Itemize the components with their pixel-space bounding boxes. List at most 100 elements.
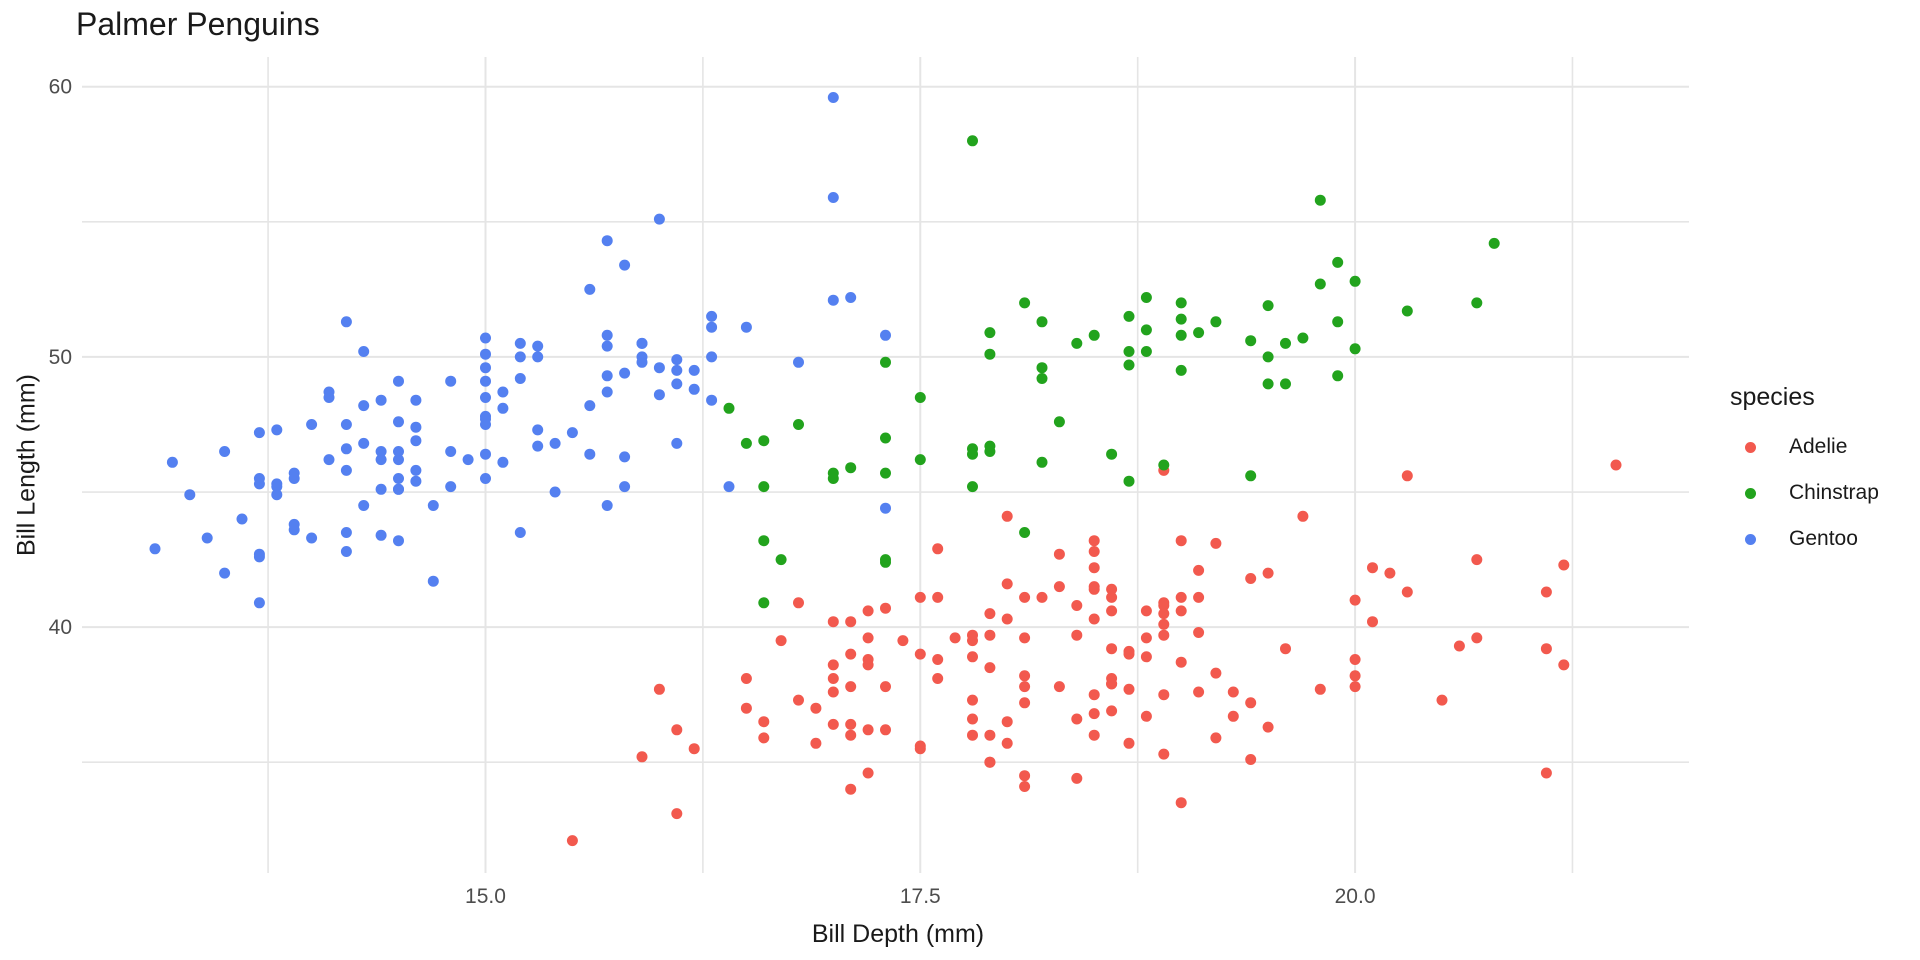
data-point [1210,667,1222,679]
data-point [358,437,370,449]
data-point [1262,351,1274,363]
data-point [1349,594,1361,606]
data-point [1106,448,1118,460]
data-point [1088,562,1100,574]
data-point [897,635,909,647]
data-point [1349,343,1361,355]
data-point [253,548,265,560]
data-point [810,737,822,749]
data-point [601,386,613,398]
data-point [1001,716,1013,728]
legend-item-adelie: Adelie [1730,435,1879,458]
data-point [480,375,491,387]
data-point [967,481,978,493]
data-point [1175,364,1187,376]
legend-label: Chinstrap [1789,481,1879,504]
data-point [549,437,561,449]
data-point [358,500,370,511]
data-point [375,529,387,541]
data-point [827,686,839,698]
data-point [827,616,839,628]
data-point [1471,297,1483,309]
data-point [880,554,891,566]
data-point [862,659,874,671]
data-point [480,473,491,484]
data-point [410,394,422,406]
data-point [514,373,526,384]
data-point [1106,678,1118,690]
data-point [862,767,874,779]
data-point [1175,797,1187,809]
data-point [758,732,770,744]
data-point [827,659,839,671]
data-point [653,683,665,695]
data-point [880,467,891,479]
data-point [514,337,526,349]
data-point [653,362,665,374]
data-point [410,464,422,476]
data-point [445,375,457,387]
data-point [393,535,404,547]
data-point [1332,370,1344,382]
data-point [340,419,352,430]
data-point [1175,656,1187,668]
data-point [601,370,613,382]
data-point [1088,689,1100,701]
legend-item-chinstrap: Chinstrap [1730,481,1879,504]
data-point [688,364,700,376]
data-point [984,327,996,339]
data-point [619,259,631,271]
data-point [532,351,544,363]
data-point [219,567,231,579]
data-point [1193,686,1205,698]
data-point [375,446,387,457]
data-point [340,464,352,476]
data-point [1106,591,1118,603]
data-point [1262,721,1274,733]
data-point [1610,459,1622,471]
x-tick-label: 17.5 [900,885,941,908]
data-point [1088,581,1100,593]
data-point [1019,670,1031,682]
data-point [166,456,178,468]
data-point [514,351,526,363]
data-point [636,356,648,368]
data-point [827,673,839,684]
data-point [410,435,422,447]
data-point [253,597,265,609]
series-adelie [566,459,1622,847]
data-point [984,662,996,674]
data-point [1140,632,1152,644]
data-point [810,702,822,714]
data-point [253,478,265,490]
data-point [914,648,926,660]
data-point [497,402,509,414]
data-point [1349,275,1361,287]
data-point [184,489,196,501]
data-point [393,416,404,428]
data-point [1019,591,1031,603]
data-point [497,386,509,398]
data-point [1384,567,1396,579]
data-point [393,473,404,484]
data-point [1036,316,1048,328]
data-point [1001,578,1013,590]
data-point [758,716,770,728]
data-point [914,454,926,466]
data-point [1175,605,1187,617]
data-point [427,500,439,511]
data-point [967,729,978,741]
data-point [880,432,891,444]
data-point [1349,681,1361,693]
data-point [1314,194,1326,206]
legend-item-gentoo: Gentoo [1730,527,1879,550]
data-point [1071,629,1083,641]
data-point [1367,616,1378,628]
data-point [1401,470,1413,482]
data-point [880,502,891,514]
data-point [340,527,352,538]
y-tick-label: 60 [49,76,72,99]
data-point [984,348,996,360]
data-point [967,713,978,725]
data-point [201,532,213,544]
